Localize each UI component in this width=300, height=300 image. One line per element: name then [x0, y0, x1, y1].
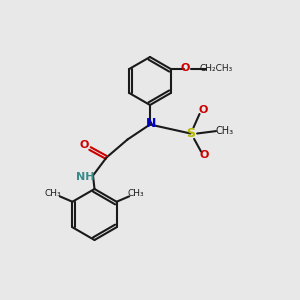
Text: CH₃: CH₃	[128, 189, 144, 198]
Text: N: N	[146, 116, 156, 130]
Text: CH₂CH₃: CH₂CH₃	[200, 64, 233, 73]
Text: S: S	[186, 127, 195, 140]
Text: O: O	[200, 150, 209, 160]
Text: CH₃: CH₃	[45, 189, 62, 198]
Text: NH: NH	[76, 172, 95, 182]
Text: CH₃: CH₃	[215, 126, 233, 136]
Text: O: O	[180, 63, 190, 74]
Text: O: O	[198, 105, 208, 116]
Text: O: O	[80, 140, 89, 150]
